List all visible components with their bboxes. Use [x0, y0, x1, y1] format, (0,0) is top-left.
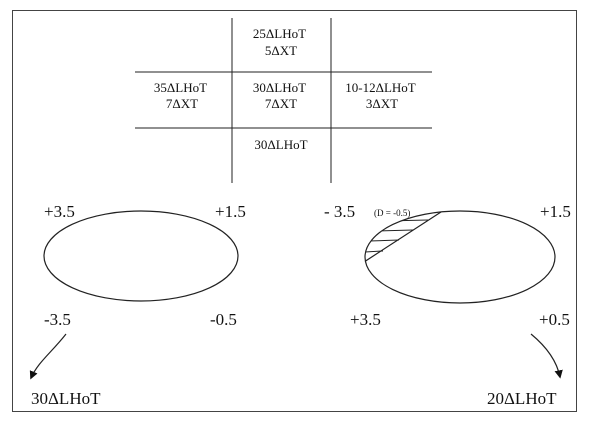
hatch-line-3: [374, 229, 414, 232]
right-lens-segment-outline: [365, 211, 442, 263]
left-lens-top-right: +1.5: [215, 202, 246, 221]
right-lens-ellipse: [364, 210, 556, 304]
right-lens-hatched-segment: [365, 211, 442, 263]
right-lens-top-right: +1.5: [540, 202, 571, 221]
right-lens-result: 20ΔLHoT: [487, 389, 557, 408]
grid-bottom-cell: 30ΔLHoT: [254, 137, 307, 152]
grid-center-cell: 30ΔLHoT 7ΔXT: [253, 80, 309, 111]
hatch-line-2: [368, 239, 400, 242]
grid-center-line2: 7ΔXT: [265, 96, 297, 111]
left-lens-result: 30ΔLHoT: [31, 389, 101, 408]
left-lens-bottom-right: -0.5: [210, 310, 237, 329]
left-lens-group: +3.5 +1.5 -3.5 -0.5 30ΔLHoT: [29, 202, 246, 408]
grid-left-cell: 35ΔLHoT 7ΔXT: [154, 80, 210, 111]
right-lens-arrow: [530, 333, 563, 379]
grid-center-line1: 30ΔLHoT: [253, 80, 306, 95]
left-lens-bottom-left: -3.5: [44, 310, 71, 329]
grid-bottom-line1: 30ΔLHoT: [254, 137, 307, 152]
left-lens-arrow: [29, 333, 67, 380]
right-lens-bottom-left: +3.5: [350, 310, 381, 329]
grid-right-line2: 3ΔXT: [366, 96, 398, 111]
left-lens-ellipse: [43, 210, 239, 302]
right-lens-bottom-right: +0.5: [539, 310, 570, 329]
frame-border: [12, 10, 577, 412]
grid-top-line1: 25ΔLHoT: [253, 26, 306, 41]
left-lens-top-left: +3.5: [44, 202, 75, 221]
right-lens-top-left: - 3.5: [324, 202, 355, 221]
right-lens-group: - 3.5 (D = -0.5) +1.5 +3.5 +0.5 20ΔLHoT: [324, 202, 571, 408]
grid-left-line1: 35ΔLHoT: [154, 80, 207, 95]
cross-grid: [135, 18, 432, 183]
grid-top-cell: 25ΔLHoT 5ΔXT: [253, 26, 309, 58]
hatch-line-1: [365, 250, 384, 253]
grid-top-line2: 5ΔXT: [265, 43, 297, 58]
right-lens-top-left-note: (D = -0.5): [374, 208, 410, 218]
grid-left-line2: 7ΔXT: [166, 96, 198, 111]
hatch-line-4: [384, 219, 429, 222]
grid-right-cell: 10-12ΔLHoT 3ΔXT: [345, 80, 418, 111]
grid-right-line1: 10-12ΔLHoT: [345, 80, 416, 95]
